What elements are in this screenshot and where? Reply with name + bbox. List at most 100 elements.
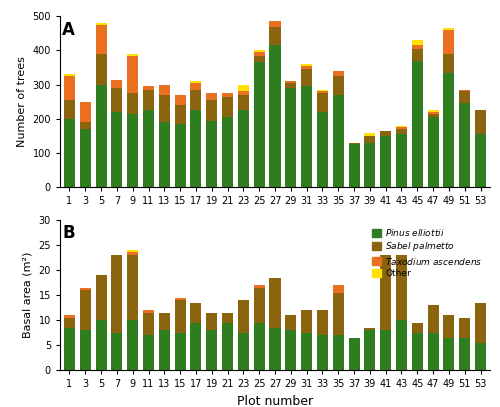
Bar <box>206 120 218 187</box>
Bar <box>412 61 423 187</box>
Bar <box>317 92 328 93</box>
Bar <box>317 112 328 187</box>
Bar <box>348 143 360 144</box>
Bar <box>143 313 154 335</box>
Bar <box>238 95 249 110</box>
Bar <box>475 110 486 134</box>
Bar <box>64 100 75 119</box>
Bar <box>143 90 154 110</box>
Bar <box>159 122 170 187</box>
Bar <box>412 40 423 45</box>
Bar <box>206 330 218 370</box>
Bar <box>96 25 106 54</box>
Bar <box>64 74 75 76</box>
Bar <box>96 275 106 320</box>
Bar <box>412 45 423 49</box>
Bar <box>190 303 202 323</box>
Bar <box>190 110 202 187</box>
Bar <box>364 330 376 370</box>
Bar <box>332 285 344 293</box>
Bar <box>396 320 407 370</box>
Bar <box>222 93 233 96</box>
Bar <box>254 50 264 52</box>
Bar <box>80 129 91 187</box>
Bar <box>317 90 328 92</box>
Bar <box>80 102 91 122</box>
Bar <box>127 54 138 56</box>
Bar <box>301 66 312 69</box>
Bar <box>332 76 344 95</box>
Bar <box>206 313 218 330</box>
Bar <box>428 110 438 112</box>
Bar <box>428 112 438 114</box>
Bar <box>270 45 280 187</box>
Bar <box>459 90 470 92</box>
Bar <box>143 86 154 90</box>
Bar <box>332 293 344 335</box>
Bar <box>127 320 138 370</box>
Bar <box>412 49 423 61</box>
Bar <box>174 300 186 333</box>
Bar <box>222 117 233 187</box>
Bar <box>190 83 202 90</box>
Bar <box>96 85 106 187</box>
Bar <box>412 323 423 333</box>
Bar <box>112 112 122 187</box>
Bar <box>317 335 328 370</box>
Bar <box>475 134 486 187</box>
Bar <box>159 313 170 330</box>
X-axis label: Plot number: Plot number <box>237 395 313 407</box>
Bar <box>174 105 186 124</box>
Bar <box>286 83 296 88</box>
Bar <box>428 117 438 187</box>
Bar <box>444 338 454 370</box>
Bar <box>396 255 407 320</box>
Bar <box>364 136 376 143</box>
Bar <box>317 93 328 112</box>
Bar <box>396 134 407 187</box>
Bar <box>222 313 233 323</box>
Bar <box>80 122 91 129</box>
Bar <box>364 143 376 187</box>
Bar <box>428 305 438 333</box>
Bar <box>127 252 138 255</box>
Bar <box>380 255 391 330</box>
Bar <box>127 93 138 114</box>
Bar <box>190 81 202 83</box>
Bar <box>332 95 344 187</box>
Bar <box>159 85 170 95</box>
Bar <box>112 255 122 333</box>
Bar <box>64 317 75 328</box>
Bar <box>270 278 280 328</box>
Bar <box>143 110 154 187</box>
Bar <box>222 323 233 370</box>
Bar <box>286 88 296 187</box>
Bar <box>270 22 280 26</box>
Bar <box>112 333 122 370</box>
Bar <box>206 93 218 100</box>
Bar <box>444 73 454 187</box>
Bar <box>127 250 138 252</box>
Bar <box>444 315 454 338</box>
Bar <box>286 315 296 330</box>
Bar <box>270 328 280 370</box>
Bar <box>475 343 486 370</box>
Bar <box>80 330 91 370</box>
Bar <box>254 56 264 62</box>
Bar <box>127 255 138 320</box>
Bar <box>444 30 454 54</box>
Bar <box>301 69 312 86</box>
Bar <box>396 129 407 134</box>
Bar <box>80 287 91 290</box>
Bar <box>254 287 264 323</box>
Bar <box>64 315 75 317</box>
Bar <box>428 114 438 117</box>
Bar <box>444 54 454 73</box>
Bar <box>348 144 360 187</box>
Bar <box>206 100 218 120</box>
Bar <box>127 114 138 187</box>
Bar <box>270 26 280 45</box>
Bar <box>301 64 312 66</box>
Bar <box>301 310 312 333</box>
Bar <box>475 303 486 343</box>
